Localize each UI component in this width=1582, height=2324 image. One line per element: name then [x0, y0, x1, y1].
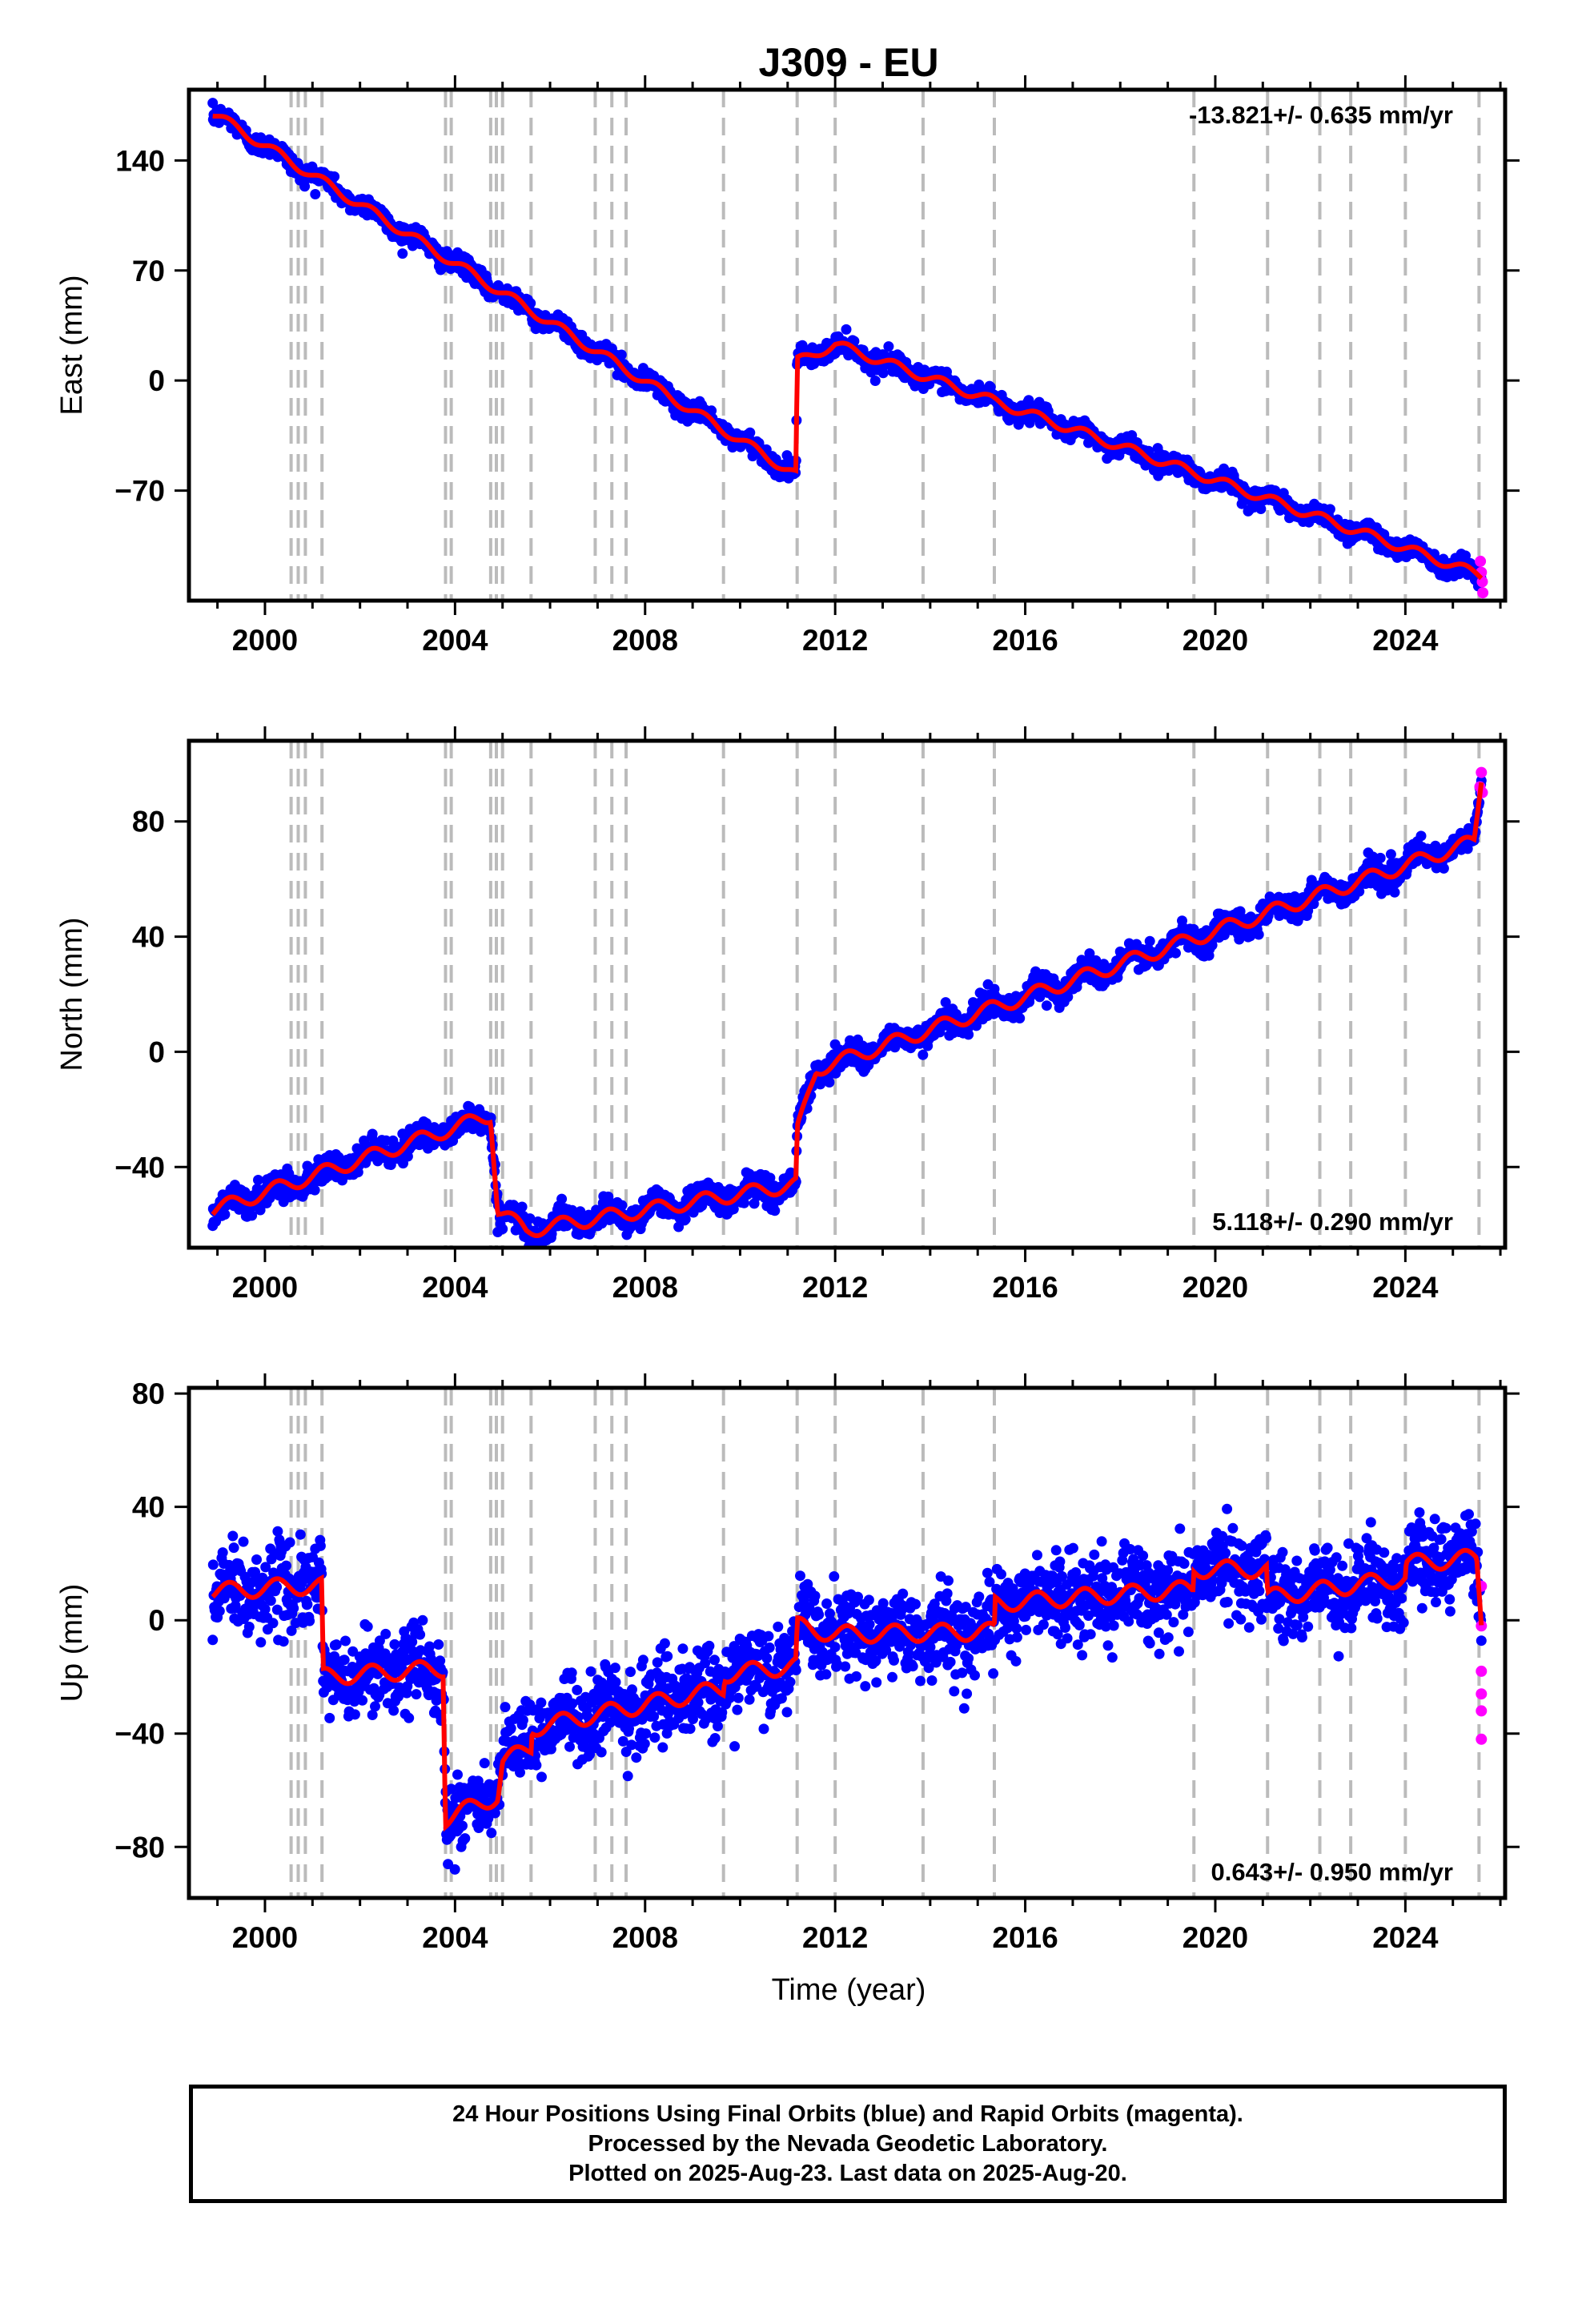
position-point: [1253, 929, 1264, 940]
x-tick-label: 2024: [1372, 624, 1439, 657]
plot-frame: [187, 87, 1508, 603]
position-point: [228, 1542, 239, 1554]
position-point: [917, 1049, 929, 1060]
position-point: [877, 368, 889, 379]
y-tick-label: −70: [114, 475, 165, 508]
position-point: [1170, 947, 1181, 959]
position-point: [769, 1205, 781, 1216]
position-point: [1438, 862, 1449, 874]
panel-up: 2000 2004 2008 2012 2016 2020 202480400−40−80U…: [55, 1373, 1520, 1954]
position-point: [525, 298, 536, 309]
y-tick-label: 140: [115, 144, 165, 177]
position-point: [1375, 852, 1386, 863]
position-point: [367, 1128, 378, 1140]
position-point: [530, 1249, 540, 1260]
x-tick-label: 2012: [802, 624, 868, 657]
x-axis-ticks: [216, 75, 1502, 615]
panel-north: 2000 2004 2008 2012 2016 2020 2024 80 40 0 −40 Nort…: [55, 726, 1520, 1304]
position-point: [869, 376, 881, 386]
x-tick-label: 2016: [992, 1271, 1058, 1304]
position-point: [1385, 849, 1396, 860]
y-axis-ticks: [175, 159, 1520, 493]
y-tick-label: 0: [148, 1035, 165, 1068]
y-tick-label: −40: [114, 1151, 165, 1184]
x-tick-label: 2020: [1182, 624, 1248, 657]
position-point: [1144, 935, 1155, 947]
y-tick-label: 80: [132, 806, 165, 838]
position-point: [207, 1559, 219, 1570]
x-tick-label: 2004: [422, 1271, 488, 1304]
x-tick-label: 2024: [1372, 1271, 1439, 1304]
y-axis-label: East (mm): [55, 275, 89, 415]
rate-label: -13.821+/- 0.635 mm/yr: [1189, 101, 1453, 129]
position-point: [397, 248, 408, 259]
x-tick-label: 2008: [612, 624, 678, 657]
position-point: [227, 1530, 239, 1542]
position-point: [516, 1201, 528, 1212]
position-point: [739, 1197, 749, 1208]
position-point: [1014, 1013, 1026, 1023]
position-point: [243, 1622, 255, 1632]
position-point: [765, 1172, 776, 1184]
event-lines: [289, 741, 1481, 1248]
position-point: [214, 1606, 225, 1617]
position-point: [524, 1213, 536, 1224]
position-point: [616, 1200, 628, 1211]
x-tick-label: 2008: [612, 1271, 678, 1304]
position-point: [963, 1029, 974, 1040]
position-point: [497, 1224, 508, 1235]
position-point: [1255, 504, 1267, 514]
x-tick-label: 2000: [232, 1271, 298, 1304]
position-point: [616, 349, 627, 360]
position-point: [824, 1077, 835, 1088]
position-point: [238, 1536, 249, 1547]
position-point: [310, 189, 321, 199]
position-point: [556, 1193, 568, 1204]
x-tick-label: 2004: [422, 624, 488, 657]
y-tick-label: 40: [132, 921, 165, 954]
rapid-point: [1477, 587, 1489, 599]
position-point: [1041, 1000, 1052, 1011]
y-tick-label: 70: [132, 255, 165, 287]
figure-title: J309 - EU: [758, 40, 938, 85]
panel-east: 2000 2004 2008 2012 2016 2020 2024 140 70 0 −70 Eas…: [55, 75, 1520, 657]
position-point: [217, 1547, 228, 1558]
x-tick-label: 2012: [802, 1271, 868, 1304]
rapid-point: [1476, 766, 1488, 778]
final-orbit-points: [207, 775, 1487, 1260]
plot-frame: [187, 738, 1508, 1250]
rapid-point: [1475, 555, 1487, 567]
event-lines: [289, 90, 1481, 601]
y-axis-ticks: [175, 820, 1520, 1168]
position-point: [247, 1210, 258, 1221]
position-point: [309, 1184, 320, 1196]
position-point: [299, 181, 311, 192]
position-point: [883, 341, 894, 352]
position-point: [253, 1175, 263, 1185]
position-point: [680, 1214, 691, 1225]
x-axis-ticks: [216, 726, 1502, 1262]
position-point: [841, 324, 852, 335]
position-point: [745, 427, 756, 438]
position-point: [1415, 830, 1427, 842]
x-tick-label: 2016: [992, 624, 1058, 657]
position-point: [219, 1209, 231, 1220]
position-point: [207, 1634, 219, 1646]
y-axis-label: North (mm): [55, 917, 89, 1071]
x-tick-label: 2000: [232, 624, 298, 657]
position-point: [485, 1112, 496, 1124]
x-tick-label: 2020: [1182, 1271, 1248, 1304]
position-point: [1324, 504, 1335, 515]
position-point: [706, 405, 717, 416]
final-orbit-points: [207, 1503, 1487, 1875]
rate-label: 5.118+/- 0.290 mm/yr: [1212, 1208, 1453, 1236]
position-point: [329, 171, 340, 182]
y-tick-label: 0: [148, 364, 165, 397]
model-fit-line: [212, 113, 1484, 581]
position-point: [575, 1206, 586, 1217]
